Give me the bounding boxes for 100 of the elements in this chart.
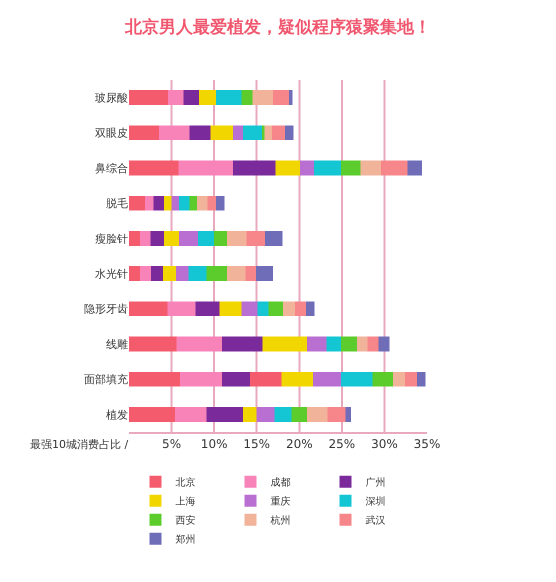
bar bbox=[404, 372, 417, 387]
bar bbox=[246, 231, 266, 246]
bar bbox=[284, 125, 294, 140]
bar bbox=[360, 160, 382, 176]
bar bbox=[281, 372, 313, 387]
legend-label: 郑州 bbox=[176, 534, 196, 546]
bar bbox=[214, 231, 227, 246]
bar bbox=[172, 196, 180, 211]
bar bbox=[195, 301, 220, 316]
bar bbox=[176, 336, 222, 352]
legend-label: 广州 bbox=[366, 476, 386, 489]
bar bbox=[232, 160, 276, 176]
bar bbox=[264, 125, 272, 140]
bar bbox=[179, 196, 190, 211]
bar bbox=[341, 372, 373, 387]
bar bbox=[275, 160, 300, 176]
bar bbox=[372, 372, 393, 387]
bar bbox=[164, 231, 180, 246]
bar bbox=[268, 301, 284, 316]
bar bbox=[140, 231, 150, 246]
bar bbox=[188, 266, 206, 281]
bar bbox=[232, 125, 244, 140]
bar bbox=[154, 196, 164, 211]
bar bbox=[407, 160, 422, 176]
bar bbox=[300, 160, 314, 176]
bar bbox=[178, 160, 233, 176]
y-tick-label: 线雕 bbox=[106, 338, 128, 351]
bar bbox=[216, 196, 224, 211]
bar bbox=[140, 266, 152, 281]
bar bbox=[262, 336, 307, 352]
bar bbox=[295, 301, 306, 316]
bar bbox=[176, 266, 189, 281]
bar bbox=[392, 372, 405, 387]
bar bbox=[381, 160, 408, 176]
bar bbox=[189, 125, 211, 140]
bar bbox=[174, 407, 206, 422]
bar bbox=[180, 372, 222, 387]
x-axis-title: 最强10城消费占比 / bbox=[30, 438, 128, 451]
legend-label: 杭州 bbox=[270, 514, 290, 527]
bar bbox=[283, 301, 296, 316]
x-tick-label: 35% bbox=[414, 437, 440, 452]
bar bbox=[150, 231, 164, 246]
bar bbox=[378, 336, 390, 352]
bar bbox=[189, 196, 198, 211]
bar bbox=[243, 407, 257, 422]
y-tick-label: 面部填充 bbox=[84, 373, 128, 386]
bar bbox=[129, 336, 177, 352]
bar bbox=[306, 407, 328, 422]
bar bbox=[246, 266, 256, 281]
bar bbox=[272, 90, 290, 105]
x-tick-label: 30% bbox=[371, 437, 398, 452]
bar bbox=[265, 231, 282, 246]
legend-label: 成都 bbox=[270, 476, 290, 489]
bar bbox=[183, 90, 199, 105]
bar bbox=[367, 336, 378, 352]
bar bbox=[416, 372, 426, 387]
bar bbox=[357, 336, 368, 352]
legend-label: 重庆 bbox=[270, 496, 290, 508]
bar bbox=[312, 372, 342, 387]
bar bbox=[198, 90, 216, 105]
bar bbox=[207, 196, 216, 211]
chart-title: 北京男人最爱植发，疑似程序猿聚集地！ bbox=[124, 17, 431, 38]
bar bbox=[129, 231, 140, 246]
bar bbox=[226, 231, 246, 246]
bar bbox=[258, 301, 269, 316]
bar bbox=[151, 266, 164, 281]
bar bbox=[129, 407, 175, 422]
bar bbox=[158, 125, 190, 140]
x-tick-label: 25% bbox=[328, 437, 356, 452]
bar bbox=[256, 407, 275, 422]
bar bbox=[206, 407, 244, 422]
bar bbox=[222, 372, 250, 387]
legend-label: 西安 bbox=[176, 514, 196, 527]
bar bbox=[314, 160, 342, 176]
x-tick-label: 20% bbox=[286, 437, 313, 452]
legend-label: 武汉 bbox=[366, 514, 386, 527]
bar bbox=[306, 336, 327, 352]
x-tick-label: 10% bbox=[200, 437, 228, 452]
y-tick-label: 隐形牙齿 bbox=[84, 302, 128, 316]
bar bbox=[129, 372, 180, 387]
legend-label: 上海 bbox=[176, 496, 196, 508]
bar bbox=[129, 196, 146, 211]
bar bbox=[163, 266, 176, 281]
y-tick-label: 双眼皮 bbox=[95, 126, 128, 140]
bar bbox=[222, 336, 263, 352]
bar bbox=[256, 266, 273, 281]
bar bbox=[274, 407, 292, 422]
y-tick-label: 瘦脸针 bbox=[95, 232, 128, 246]
bar bbox=[179, 231, 198, 246]
bar bbox=[262, 125, 264, 140]
bar bbox=[243, 125, 262, 140]
bar bbox=[252, 90, 273, 105]
bar bbox=[241, 301, 258, 316]
bar bbox=[129, 90, 168, 105]
bar bbox=[129, 160, 178, 176]
bar bbox=[327, 407, 346, 422]
bar bbox=[216, 90, 242, 105]
bar bbox=[129, 125, 159, 140]
y-tick-label: 水光针 bbox=[95, 267, 128, 280]
legend-label: 深圳 bbox=[366, 496, 386, 508]
